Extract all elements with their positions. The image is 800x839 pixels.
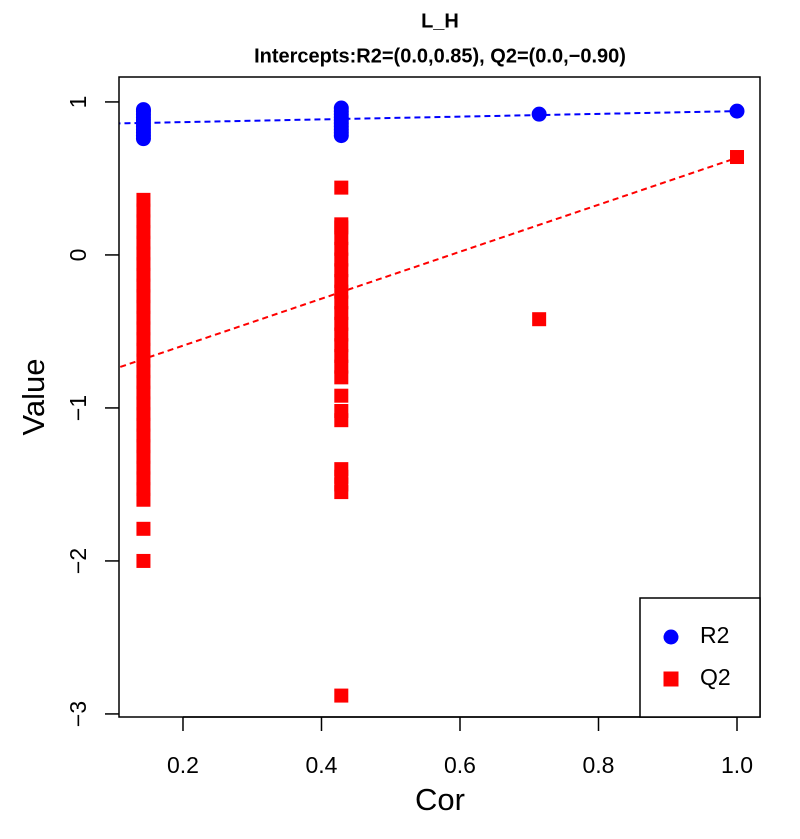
point [136,428,151,443]
point [334,231,349,246]
legend-label: Q2 [700,664,731,690]
x-tick-label: 0.2 [167,752,199,778]
y-tick-label: −1 [65,395,91,421]
point [334,263,349,278]
y-axis-label: Value [16,359,51,436]
point [729,103,745,119]
y-tick-label: 0 [65,249,91,262]
x-tick-label: 0.4 [306,752,338,778]
point [532,312,547,327]
point [136,192,151,207]
point [136,417,151,432]
point [334,388,349,403]
point [136,385,151,400]
point [334,327,349,342]
point [136,203,151,218]
point [135,102,151,118]
point [136,214,151,229]
point [136,246,151,261]
point [136,299,151,314]
x-tick-label: 1.0 [721,752,753,778]
point [136,310,151,325]
legend-label: R2 [700,622,729,648]
legend-box [639,597,761,718]
point [136,396,151,411]
legend-marker [663,671,679,687]
point [136,289,151,304]
x-axis-label: Cor [415,782,465,817]
point [334,284,349,299]
point [136,235,151,250]
point [333,100,349,116]
point [136,257,151,272]
chart-title: L_H [421,10,459,32]
plot-border [118,76,761,718]
point [136,407,151,422]
point [136,439,151,454]
point [136,521,151,536]
point [334,688,349,703]
point [136,449,151,464]
point [334,403,349,418]
point [334,316,349,331]
point [136,492,151,507]
point [136,353,151,368]
point [334,338,349,353]
point [334,180,349,195]
point [136,224,151,239]
point [334,359,349,374]
point [136,460,151,475]
y-tick-label: −3 [65,701,91,727]
point [334,348,349,363]
point [334,295,349,310]
x-tick-label: 0.8 [583,752,615,778]
point [136,471,151,486]
x-tick-label: 0.6 [444,752,476,778]
point [136,364,151,379]
fit-line [119,156,738,369]
point [334,217,349,232]
point [334,306,349,321]
point [136,342,151,357]
point [136,278,151,293]
y-tick-label: −2 [65,548,91,574]
point [334,273,349,288]
point [136,321,151,336]
point [136,553,151,568]
point [136,267,151,282]
plot-area [119,100,745,703]
point [334,252,349,267]
point [334,370,349,385]
point [136,332,151,347]
fit-line [119,110,738,125]
point [334,241,349,256]
legend-marker [663,629,679,645]
y-tick-label: 1 [65,96,91,109]
point [136,374,151,389]
chart-subtitle: Intercepts:R2=(0.0,0.85), Q2=(0.0,−0.90) [254,45,626,67]
point [531,106,547,122]
point [334,462,349,477]
point [730,150,745,165]
point [136,482,151,497]
